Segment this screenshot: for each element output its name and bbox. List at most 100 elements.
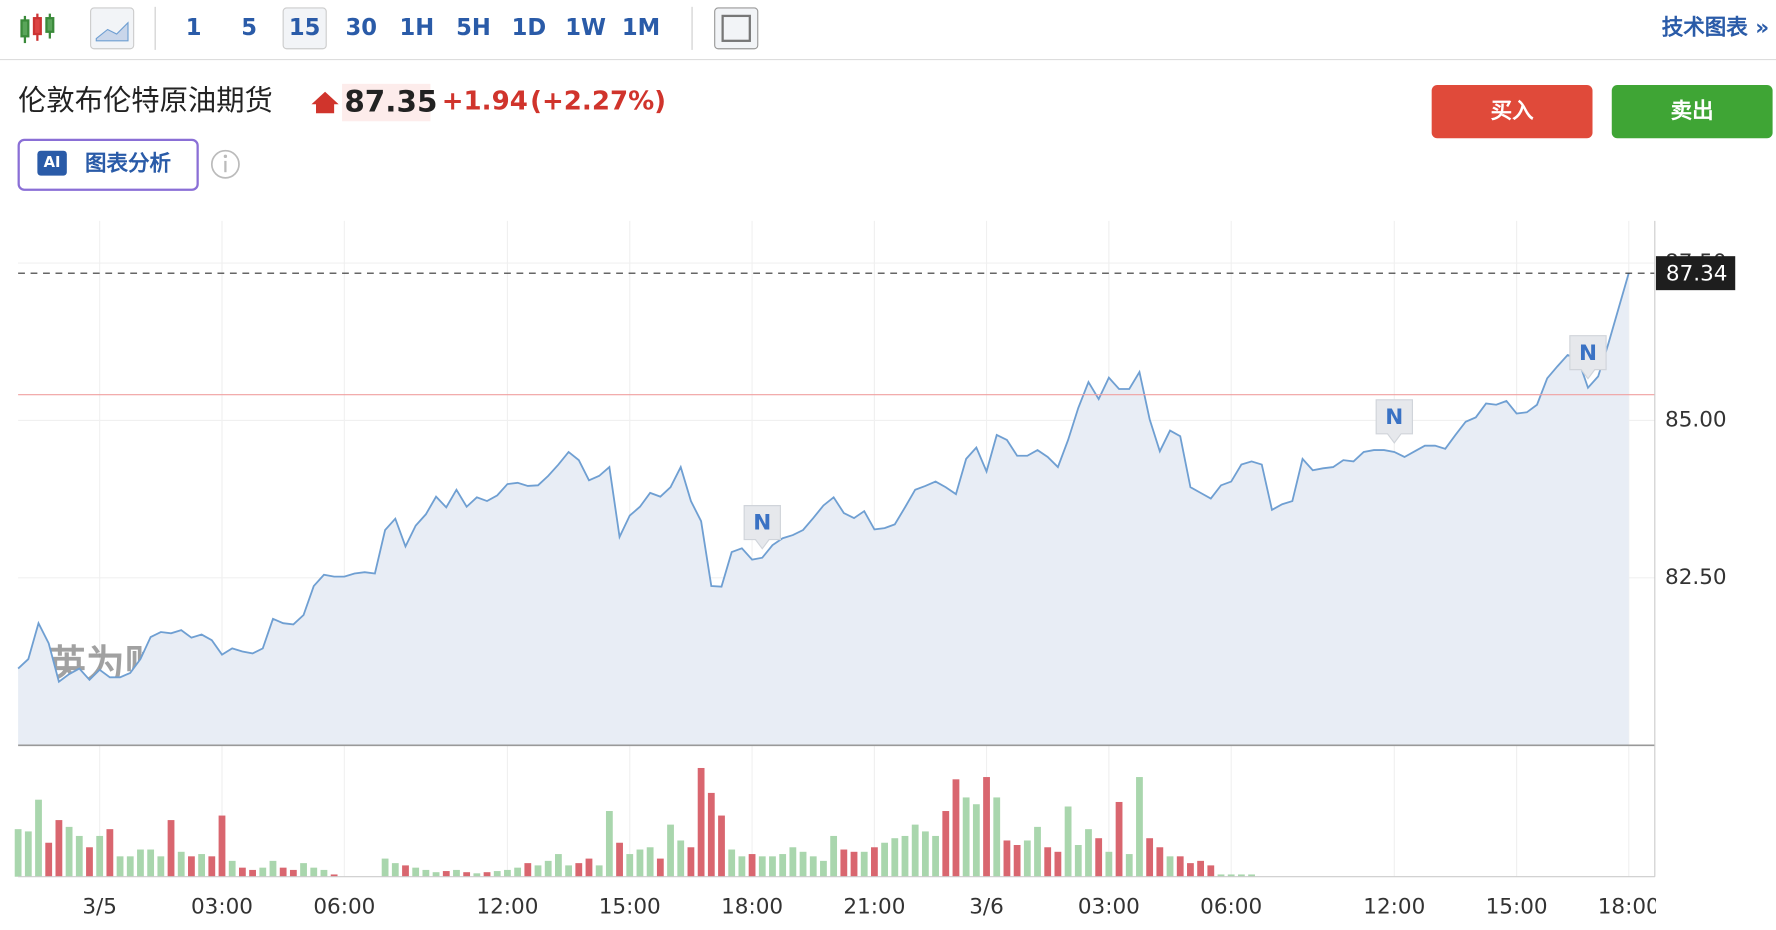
volume-bar (504, 869, 511, 877)
interval-button[interactable]: 5H (456, 15, 491, 41)
up-arrow (311, 91, 339, 114)
volume-bar (718, 815, 725, 877)
volume-bar (1156, 847, 1164, 877)
volume-bar (1095, 838, 1103, 877)
layout-icon[interactable] (714, 7, 759, 50)
volume-bar (514, 867, 522, 877)
volume-bar (106, 829, 114, 877)
interval-button[interactable]: 1W (565, 15, 606, 41)
x-tick-label: 12:00 (476, 894, 538, 919)
news-marker[interactable] (743, 505, 781, 550)
plot: 3/5 03:00 06:00 12:00 15:00 18:00 21:00 3/6 03:0… (14, 220, 1660, 919)
volume-bar (575, 863, 583, 877)
info-icon[interactable] (210, 149, 240, 179)
volume-bar (483, 872, 491, 877)
volume-bar (697, 767, 705, 877)
volume-bar (1207, 865, 1215, 877)
price: 87.35 (344, 85, 437, 119)
volume-bar (891, 838, 899, 877)
x-tick-label: 18:00 (1598, 894, 1660, 919)
interval-button[interactable]: 1 (186, 15, 202, 41)
volume-bar (921, 831, 929, 877)
volume-bar (249, 869, 256, 877)
volume-bar (463, 872, 471, 877)
volume-bar (687, 847, 695, 877)
sell-label[interactable]: 卖出 (1671, 98, 1714, 124)
ai-badge-text: AI (44, 154, 61, 171)
volume-bar (1125, 854, 1133, 877)
volume-bar (137, 849, 144, 877)
volume-bar (96, 835, 104, 877)
news-marker-label[interactable]: N (753, 511, 771, 536)
layout-glyph (721, 14, 751, 42)
volume-bar (707, 792, 715, 877)
volume-bar (993, 797, 1001, 877)
volume-bar (1044, 847, 1052, 877)
volume-bar (259, 867, 267, 877)
volume-bar (871, 847, 878, 877)
technical-chart-link[interactable]: 技术图表 » (1662, 15, 1769, 40)
news-marker[interactable] (1569, 335, 1607, 380)
volume-bar (911, 824, 919, 877)
interval-button[interactable]: 1H (399, 15, 434, 41)
volume-bar (1187, 863, 1194, 877)
price-area (18, 273, 1629, 746)
volume-bar (962, 797, 970, 877)
volume-bar (595, 865, 603, 877)
volume-bar (544, 860, 552, 877)
last-price-label: 87.34 (1666, 261, 1728, 286)
volume-bar (667, 824, 674, 877)
volume-bar (453, 869, 460, 877)
news-marker-label[interactable]: N (1385, 405, 1403, 430)
volume-bar (585, 858, 593, 877)
volume-bar (55, 820, 63, 877)
volume-bar (1217, 874, 1225, 877)
volume-bar (218, 815, 226, 877)
volume-bar (289, 869, 297, 877)
volume-bar (412, 867, 420, 877)
last-price-box (1655, 256, 1736, 291)
volume-bar (1146, 838, 1154, 877)
price-line (17, 272, 1630, 684)
buy-label[interactable]: 买入 (1491, 99, 1535, 124)
x-tick-label: 15:00 (1486, 894, 1548, 919)
volume-bar (238, 867, 246, 877)
interval-button[interactable]: 30 (346, 15, 378, 41)
interval-button[interactable]: 15 (289, 15, 321, 41)
buy-button[interactable] (1431, 84, 1593, 139)
volume-bar (636, 849, 644, 877)
volume-bar (402, 865, 409, 877)
y-tick-label: 85.00 (1665, 407, 1727, 432)
sell-button[interactable] (1611, 84, 1773, 139)
x-tick-label: 06:00 (1200, 894, 1262, 919)
volume-bar (1034, 826, 1041, 877)
volume-bar (565, 865, 572, 877)
selected-interval-box (282, 7, 327, 50)
ai-label[interactable]: 图表分析 (85, 151, 171, 176)
volume-bar (555, 854, 562, 877)
volume-bar (381, 858, 389, 877)
candle-icon[interactable] (20, 13, 55, 44)
volume-bar (646, 847, 654, 877)
volume-bar (820, 860, 827, 877)
volume-bar (1054, 851, 1062, 877)
volume-bar (432, 872, 440, 877)
interval-button[interactable]: 1D (512, 15, 547, 41)
volume-bar (881, 842, 888, 877)
volume-bar (769, 856, 776, 877)
interval-button[interactable]: 5 (241, 15, 257, 41)
interval-button[interactable]: 1M (622, 15, 660, 41)
volume-bar (14, 829, 22, 877)
volume-bar (677, 840, 685, 877)
news-marker[interactable] (1375, 399, 1413, 444)
volume-bar (1003, 840, 1011, 877)
volume-bar (320, 869, 328, 877)
change: +1.94 (442, 86, 528, 116)
volume-bar (177, 851, 185, 877)
news-marker-label[interactable]: N (1579, 341, 1597, 366)
volume-bar (126, 856, 134, 877)
volume-bar (422, 869, 430, 877)
volume-bar (310, 867, 318, 877)
